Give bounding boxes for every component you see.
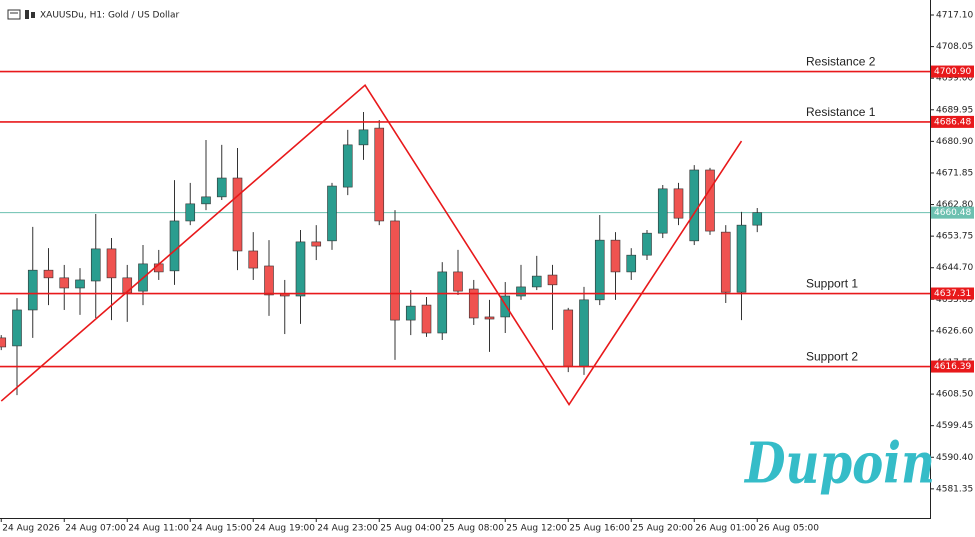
candle-body — [579, 299, 589, 367]
candle-body — [358, 129, 369, 146]
y-tick-label: 4689.95 — [936, 105, 973, 115]
level-price-label: 4700.90 — [934, 67, 971, 77]
x-tick-label: 24 Aug 19:00 — [254, 524, 315, 534]
candle-body — [327, 185, 337, 242]
candle-body — [673, 188, 684, 219]
candle-body — [657, 188, 668, 234]
y-tick-label: 4708.05 — [936, 42, 973, 52]
candle-body — [626, 254, 637, 273]
level-price-box — [931, 115, 974, 128]
candle-body — [705, 169, 715, 232]
candle-body — [531, 275, 542, 288]
candle-body — [736, 224, 747, 293]
candle-body — [453, 271, 463, 292]
candle-body — [27, 269, 38, 311]
level-price-box — [931, 65, 974, 78]
level-price-label: 4686.48 — [934, 117, 971, 127]
candle-body — [720, 231, 731, 293]
candle-body — [248, 250, 259, 269]
candle-body — [390, 220, 400, 321]
candle-body — [59, 277, 70, 289]
candle-body — [12, 309, 22, 347]
candle-body — [342, 144, 353, 188]
y-tick-label: 4671.85 — [936, 168, 973, 178]
candle-body — [374, 127, 385, 222]
candle-body — [169, 220, 180, 272]
x-tick-label: 25 Aug 08:00 — [443, 524, 504, 534]
candle-body — [0, 337, 7, 348]
y-tick-label: 4717.10 — [936, 11, 973, 21]
candle-body — [216, 177, 227, 198]
y-tick-label: 4680.90 — [936, 137, 973, 147]
candle-body — [516, 286, 526, 297]
x-tick-label: 25 Aug 20:00 — [632, 524, 693, 534]
x-tick-label: 26 Aug 01:00 — [695, 524, 756, 534]
candle-body — [437, 271, 448, 334]
y-tick-label: 4599.45 — [936, 421, 973, 431]
x-tick-label: 24 Aug 07:00 — [65, 524, 126, 534]
x-tick-label: 25 Aug 04:00 — [380, 524, 441, 534]
y-tick-label: 4626.60 — [936, 326, 973, 336]
candle-body — [610, 239, 621, 273]
level-price-label: 4616.39 — [934, 362, 971, 372]
candle-body — [594, 239, 605, 301]
symbol-icon — [7, 9, 35, 20]
candle-body — [232, 177, 243, 252]
x-tick-label: 25 Aug 12:00 — [506, 524, 567, 534]
level-name: Resistance 1 — [806, 105, 876, 119]
x-tick-label: 24 Aug 2026 — [2, 524, 60, 534]
candle-body — [264, 265, 274, 296]
level-price-box — [931, 287, 974, 300]
candle-body — [468, 288, 479, 319]
x-tick-label: 24 Aug 11:00 — [128, 524, 189, 534]
y-tick-label: 4653.75 — [936, 232, 973, 242]
x-tick-label: 26 Aug 05:00 — [758, 524, 819, 534]
candle-body — [421, 304, 432, 334]
y-tick-label: 4699.00 — [936, 74, 973, 84]
y-tick-label: 4635.65 — [936, 295, 973, 305]
x-tick-label: 24 Aug 23:00 — [317, 524, 378, 534]
candle-body — [201, 196, 211, 205]
y-tick-label: 4608.50 — [936, 390, 973, 400]
candle-body — [752, 212, 763, 226]
candle-body — [563, 309, 574, 367]
level-name: Support 2 — [806, 350, 858, 364]
symbol-title: XAUUSDu, H1: Gold / US Dollar — [40, 11, 180, 21]
candle-body — [642, 232, 652, 256]
candle-body — [500, 295, 511, 318]
y-tick-label: 4662.80 — [936, 200, 973, 210]
candle-body — [547, 274, 558, 286]
level-name: Support 1 — [806, 277, 858, 291]
level-name: Resistance 2 — [806, 55, 876, 69]
x-tick-label: 25 Aug 16:00 — [569, 524, 630, 534]
candle-body — [311, 241, 322, 247]
y-tick-label: 4590.40 — [936, 453, 973, 463]
candle-body — [43, 269, 54, 279]
candle-body — [689, 169, 700, 242]
current-price-box — [931, 206, 974, 219]
candle-body — [295, 241, 306, 297]
watermark: Dupoin — [743, 431, 935, 497]
candle-body — [185, 203, 196, 222]
candle-body — [75, 279, 85, 289]
candle-body — [405, 305, 416, 321]
candle-body — [484, 316, 495, 320]
zigzag-line — [0, 83, 743, 407]
y-tick-label: 4644.70 — [936, 263, 973, 273]
current-price-label: 4660.48 — [934, 208, 971, 218]
candle-body — [106, 248, 117, 279]
level-price-label: 4637.31 — [934, 289, 971, 299]
level-price-box — [931, 360, 974, 373]
candle-body — [90, 248, 101, 282]
y-tick-label: 4581.35 — [936, 484, 973, 494]
x-tick-label: 24 Aug 15:00 — [191, 524, 252, 534]
